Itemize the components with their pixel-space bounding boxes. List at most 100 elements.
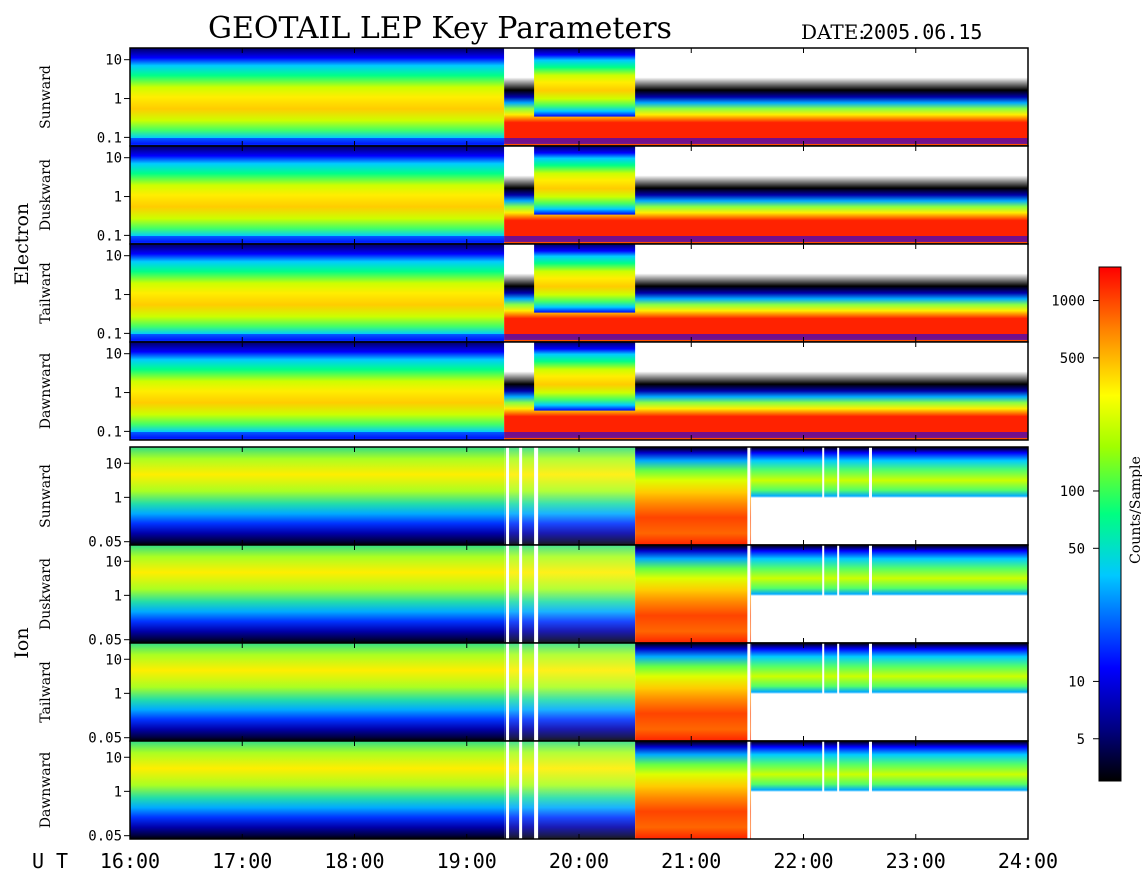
heatmap-region-hot — [635, 447, 752, 545]
heatmap-region-burst — [534, 342, 636, 411]
data-gap — [868, 447, 872, 545]
heatmap-region-burst — [534, 48, 636, 117]
colorbar-tick-label: 10 — [1068, 674, 1085, 690]
colorbar-strip — [1098, 266, 1122, 782]
x-axis-label: U T — [32, 849, 68, 873]
panel-ion-duskward: 10 1 0.05 Duskward — [38, 544, 1029, 649]
x-tick-label: 24:00 — [998, 849, 1058, 873]
data-gap — [822, 545, 825, 643]
data-gap — [534, 545, 539, 643]
y-tick-label: 1 — [114, 784, 122, 800]
y-tick-label: 1 — [114, 288, 122, 304]
y-tick-label: 0.1 — [97, 326, 122, 342]
date-value: 2005.06.15 — [862, 20, 982, 44]
heatmap-region-sheath — [751, 545, 1028, 643]
y-tick-label: 0.05 — [88, 731, 122, 747]
y-tick-label: 1 — [114, 190, 122, 206]
heatmap-region-transition — [504, 447, 636, 545]
date-label: DATE: — [801, 20, 865, 44]
data-gap — [519, 643, 523, 741]
heatmap-region-plasma — [130, 545, 505, 643]
y-tick-label: 1 — [114, 588, 122, 604]
data-gap — [506, 447, 510, 545]
panel-ion-sunward: 10 1 0.05 Sunward — [38, 446, 1029, 551]
y-tick-label: 10 — [105, 554, 122, 570]
data-gap — [747, 545, 751, 643]
data-gap — [868, 545, 872, 643]
data-gap — [837, 447, 840, 545]
data-gap — [519, 447, 523, 545]
colorbar-tick-label: 5 — [1077, 732, 1085, 748]
heatmap-region-sheet — [130, 342, 505, 440]
data-gap — [747, 741, 751, 839]
data-gap — [822, 741, 825, 839]
x-tick-label: 22:00 — [773, 849, 833, 873]
y-tick-label: 10 — [105, 249, 122, 265]
chart-title: GEOTAIL LEP Key Parameters — [208, 11, 672, 46]
data-gap — [534, 741, 539, 839]
y-tick-label: 10 — [105, 347, 122, 363]
heatmap-region-transition — [504, 643, 636, 741]
panel-direction-label: Tailward — [38, 661, 54, 723]
data-gap — [534, 643, 539, 741]
x-tick-label: 17:00 — [212, 849, 272, 873]
heatmap-region-sheath — [751, 447, 1028, 545]
data-gap — [747, 447, 751, 545]
data-gap — [837, 741, 840, 839]
data-gap — [868, 741, 872, 839]
colorbar-title: Counts/Sample — [1128, 456, 1142, 564]
data-gap — [506, 643, 510, 741]
y-tick-label: 0.05 — [88, 829, 122, 845]
colorbar-tick-label: 500 — [1060, 351, 1085, 367]
y-tick-label: 10 — [105, 652, 122, 668]
y-tick-label: 0.1 — [97, 228, 122, 244]
panel-direction-label: Duskward — [38, 558, 54, 630]
x-tick-label: 16:00 — [100, 849, 160, 873]
y-tick-label: 0.1 — [97, 130, 122, 146]
panel-direction-label: Sunward — [38, 464, 54, 528]
data-gap — [534, 447, 539, 545]
heatmap-region-burst — [534, 244, 636, 313]
heatmap-region-transition — [504, 741, 636, 839]
y-tick-label: 10 — [105, 456, 122, 472]
group-label-ion: Ion — [11, 627, 33, 658]
y-tick-label: 0.05 — [88, 535, 122, 551]
x-tick-label: 23:00 — [886, 849, 946, 873]
y-tick-label: 10 — [105, 151, 122, 167]
panel-direction-label: Dawnward — [38, 752, 54, 829]
data-gap — [822, 447, 825, 545]
data-gap — [868, 643, 872, 741]
x-tick-label: 20:00 — [549, 849, 609, 873]
x-tick-label: 19:00 — [437, 849, 497, 873]
panel-electron-sunward: 10 1 0.1 Sunward — [38, 47, 1029, 147]
y-tick-label: 1 — [114, 686, 122, 702]
colorbar-tick-label: 100 — [1060, 484, 1085, 500]
colorbar-tick-label: 1000 — [1051, 294, 1085, 310]
group-label-electron: Electron — [11, 203, 33, 285]
heatmap-region-sheet — [130, 48, 505, 146]
panel-ion-dawnward: 10 1 0.05 Dawnward — [38, 740, 1029, 845]
y-tick-label: 10 — [105, 750, 122, 766]
data-gap — [506, 545, 510, 643]
y-tick-label: 1 — [114, 386, 122, 402]
data-gap — [837, 545, 840, 643]
heatmap-region-plasma — [130, 741, 505, 839]
y-tick-label: 1 — [114, 490, 122, 506]
heatmap-region-burst — [534, 146, 636, 215]
heatmap-region-sheath — [751, 643, 1028, 741]
panel-direction-label: Tailward — [38, 262, 54, 324]
data-gap — [837, 643, 840, 741]
heatmap-region-hot — [635, 643, 752, 741]
panel-electron-tailward: 10 1 0.1 Tailward — [38, 243, 1029, 343]
x-tick-label: 18:00 — [324, 849, 384, 873]
data-gap — [822, 643, 825, 741]
y-tick-label: 10 — [105, 53, 122, 69]
colorbar-tick-label: 50 — [1068, 541, 1085, 557]
data-gap — [519, 545, 523, 643]
x-tick-label: 21:00 — [661, 849, 721, 873]
y-tick-label: 1 — [114, 92, 122, 108]
panel-direction-label: Sunward — [38, 65, 54, 129]
panel-electron-duskward: 10 1 0.1 Duskward — [38, 145, 1029, 245]
panel-ion-tailward: 10 1 0.05 Tailward — [38, 642, 1029, 747]
